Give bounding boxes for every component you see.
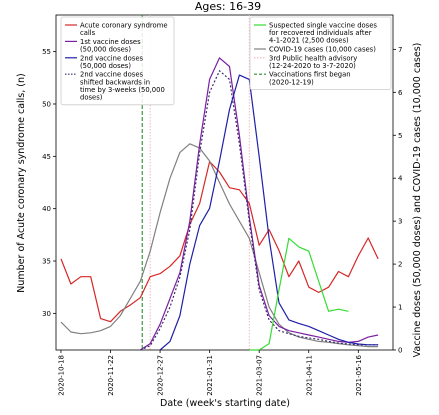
series-covid-19-cases: [60, 143, 379, 348]
y-left-tick-label: 35: [42, 258, 51, 266]
legend-label: 2nd vaccine doses shifted backwards in tim…: [80, 71, 165, 102]
y-right-tick-label: 3: [398, 218, 402, 226]
y-left-tick-label: 30: [42, 310, 51, 318]
series-layer: [60, 57, 379, 351]
series-suspected-single-vaccine-doses-for-recovered-individuals: [249, 237, 349, 351]
x-tick-label: 2020-12-27: [157, 355, 165, 396]
x-tick-label: 2021-05-16: [355, 354, 363, 395]
x-tick-label: 2021-01-31: [206, 355, 214, 396]
y-right-tick-label: 1: [398, 304, 402, 312]
y-left-tick-label: 40: [42, 205, 51, 213]
legend-label: Vaccinations first began (2020-12-19): [269, 71, 351, 87]
legend-label: Acute coronary syndrome calls: [80, 22, 168, 38]
legend-label: 1st vaccine doses (50,000 doses): [80, 38, 141, 54]
series-2nd-vaccine-doses-shifted-backwards-in-time-by-3-weeks: [140, 70, 379, 351]
legend-label: Suspected single vaccine doses for recove…: [269, 22, 377, 45]
legend-left-frame: [60, 16, 175, 106]
x-tick-label: 2020-11-22: [107, 355, 115, 396]
y-left-tick-label: 45: [42, 153, 51, 161]
legend-label: COVID-19 cases (10,000 cases): [269, 46, 376, 54]
x-tick-label: 2021-03-07: [256, 355, 264, 396]
y-axis-right-label: Vaccine doses (50,000 doses) and COVID-1…: [412, 43, 423, 358]
x-tick-label: 2021-04-11: [305, 355, 313, 396]
series-1st-vaccine-doses: [139, 57, 379, 351]
y-right-tick-label: 7: [398, 46, 402, 54]
y-right-tick-label: 6: [398, 89, 403, 97]
legend-right: Suspected single vaccine doses for recove…: [249, 16, 392, 90]
y-left-tick-label: 50: [42, 100, 51, 108]
x-axis-label: Date (week's starting date): [160, 398, 290, 409]
y-right-tick-label: 2: [398, 261, 402, 269]
series-2nd-vaccine-doses: [159, 74, 379, 351]
legend-right-frame: [249, 16, 392, 90]
right-axis-ticks: 0 1 2 3 4 5 6 7: [393, 46, 403, 355]
y-axis-left-label: Number of Acute coronary syndrome calls,…: [16, 73, 27, 292]
left-axis-ticks: 30 35 40 45 50 55: [42, 48, 56, 318]
legend-label: 3rd Public health advisory (12-24-2020 to…: [269, 54, 357, 70]
chart-title: Ages: 16-39: [195, 0, 261, 13]
x-axis-ticks: 2020-10-18 2020-11-22 2020-12-27 2021-01-31…: [57, 350, 363, 396]
y-right-tick-label: 5: [398, 132, 402, 140]
y-left-tick-label: 55: [42, 48, 51, 56]
series-acute-coronary-syndrome-calls: [60, 161, 379, 323]
legend-label: 2nd vaccine doses (50,000 doses): [80, 54, 144, 70]
y-right-tick-label: 4: [398, 175, 403, 183]
y-right-tick-label: 0: [398, 347, 402, 355]
x-tick-label: 2020-10-18: [57, 355, 65, 396]
